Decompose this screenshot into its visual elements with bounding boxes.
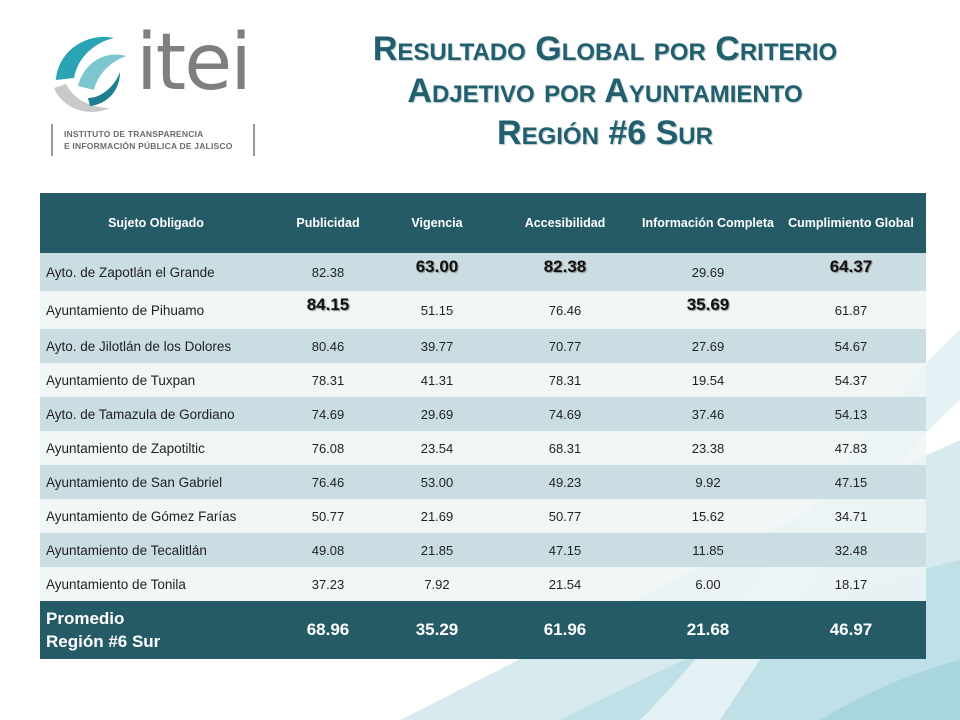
- table-row: Ayuntamiento de Tonila 37.23 7.92 21.54 …: [40, 567, 926, 601]
- cell-accesibilidad-highlight: 82.38: [490, 253, 640, 291]
- cell-accesibilidad: 78.31: [490, 363, 640, 397]
- table-row: Ayuntamiento de Pihuamo 84.15 51.15 76.4…: [40, 291, 926, 329]
- header-vigencia: Vigencia: [384, 193, 490, 253]
- logo-divider-left: [51, 124, 53, 156]
- title-line3: Región #6 Sur: [497, 114, 713, 152]
- cell-accesibilidad: 47.15: [490, 533, 640, 567]
- average-row: Promedio Región #6 Sur 68.96 35.29 61.96…: [40, 601, 926, 659]
- logo-subtitle: INSTITUTO DE TRANSPARENCIA E INFORMACIÓN…: [64, 128, 233, 152]
- cell-vigencia: 21.85: [384, 533, 490, 567]
- cell-informacion: 9.92: [640, 465, 776, 499]
- cell-vigencia: 51.15: [384, 291, 490, 329]
- cell-informacion: 29.69: [640, 253, 776, 291]
- cell-publicidad: 74.69: [272, 397, 384, 431]
- table-row: Ayuntamiento de Zapotiltic 76.08 23.54 6…: [40, 431, 926, 465]
- average-label: Promedio Región #6 Sur: [40, 601, 272, 659]
- cell-cumplimiento: 61.87: [776, 291, 926, 329]
- cell-name: Ayuntamiento de San Gabriel: [40, 465, 272, 499]
- average-label-line1: Promedio: [46, 609, 125, 628]
- cell-cumplimiento-highlight: 64.37: [776, 253, 926, 291]
- cell-cumplimiento: 32.48: [776, 533, 926, 567]
- table-row: Ayto. de Zapotlán el Grande 82.38 63.00 …: [40, 253, 926, 291]
- cell-informacion: 37.46: [640, 397, 776, 431]
- cell-informacion: 27.69: [640, 329, 776, 363]
- cell-accesibilidad: 50.77: [490, 499, 640, 533]
- title-line1: Resultado Global por Criterio: [372, 30, 838, 68]
- cell-publicidad: 76.46: [272, 465, 384, 499]
- cell-name: Ayto. de Jilotlán de los Dolores: [40, 329, 272, 363]
- cell-name: Ayuntamiento de Tecalitlán: [40, 533, 272, 567]
- table-row: Ayuntamiento de Gómez Farías 50.77 21.69…: [40, 499, 926, 533]
- cell-cumplimiento: 18.17: [776, 567, 926, 601]
- results-table: Sujeto Obligado Publicidad Vigencia Acce…: [40, 193, 926, 659]
- cell-publicidad: 37.23: [272, 567, 384, 601]
- cell-name: Ayto. de Zapotlán el Grande: [40, 253, 272, 291]
- cell-vigencia: 21.69: [384, 499, 490, 533]
- cell-vigencia-highlight: 63.00: [384, 253, 490, 291]
- cell-cumplimiento: 54.37: [776, 363, 926, 397]
- cell-publicidad: 78.31: [272, 363, 384, 397]
- cell-informacion: 15.62: [640, 499, 776, 533]
- cell-cumplimiento: 47.15: [776, 465, 926, 499]
- cell-cumplimiento: 54.13: [776, 397, 926, 431]
- cell-name: Ayuntamiento de Tuxpan: [40, 363, 272, 397]
- table-row: Ayto. de Jilotlán de los Dolores 80.46 3…: [40, 329, 926, 363]
- table-row: Ayuntamiento de San Gabriel 76.46 53.00 …: [40, 465, 926, 499]
- cell-name: Ayuntamiento de Zapotiltic: [40, 431, 272, 465]
- cell-vigencia: 23.54: [384, 431, 490, 465]
- cell-name: Ayuntamiento de Pihuamo: [40, 291, 272, 329]
- header-sujeto-obligado: Sujeto Obligado: [40, 193, 272, 253]
- cell-vigencia: 7.92: [384, 567, 490, 601]
- average-label-line2: Región #6 Sur: [46, 632, 161, 651]
- cell-informacion-highlight: 35.69: [640, 291, 776, 329]
- cell-name: Ayto. de Tamazula de Gordiano: [40, 397, 272, 431]
- table-header-row: Sujeto Obligado Publicidad Vigencia Acce…: [40, 193, 926, 253]
- logo-swirl-icon: [54, 36, 126, 112]
- average-cumplimiento: 46.97: [776, 601, 926, 659]
- cell-cumplimiento: 47.83: [776, 431, 926, 465]
- cell-accesibilidad: 68.31: [490, 431, 640, 465]
- average-vigencia: 35.29: [384, 601, 490, 659]
- cell-name: Ayuntamiento de Gómez Farías: [40, 499, 272, 533]
- cell-accesibilidad: 76.46: [490, 291, 640, 329]
- cell-publicidad: 49.08: [272, 533, 384, 567]
- cell-informacion: 11.85: [640, 533, 776, 567]
- title-line2: Adjetivo por Ayuntamiento: [407, 72, 803, 110]
- cell-vigencia: 29.69: [384, 397, 490, 431]
- table-row: Ayto. de Tamazula de Gordiano 74.69 29.6…: [40, 397, 926, 431]
- header-accesibilidad: Accesibilidad: [490, 193, 640, 253]
- cell-publicidad: 50.77: [272, 499, 384, 533]
- average-informacion: 21.68: [640, 601, 776, 659]
- logo-wordmark: itei: [136, 18, 252, 108]
- cell-publicidad-highlight: 84.15: [272, 291, 384, 329]
- cell-vigencia: 39.77: [384, 329, 490, 363]
- cell-informacion: 23.38: [640, 431, 776, 465]
- average-accesibilidad: 61.96: [490, 601, 640, 659]
- cell-accesibilidad: 49.23: [490, 465, 640, 499]
- cell-publicidad: 80.46: [272, 329, 384, 363]
- cell-informacion: 19.54: [640, 363, 776, 397]
- cell-vigencia: 41.31: [384, 363, 490, 397]
- cell-publicidad: 76.08: [272, 431, 384, 465]
- header-informacion-completa: Información Completa: [640, 193, 776, 253]
- header-cumplimiento-global: Cumplimiento Global: [776, 193, 926, 253]
- cell-publicidad: 82.38: [272, 253, 384, 291]
- page-title: Resultado Global por Criterio Adjetivo p…: [290, 28, 920, 154]
- table-row: Ayuntamiento de Tuxpan 78.31 41.31 78.31…: [40, 363, 926, 397]
- header-publicidad: Publicidad: [272, 193, 384, 253]
- cell-accesibilidad: 74.69: [490, 397, 640, 431]
- cell-cumplimiento: 34.71: [776, 499, 926, 533]
- cell-cumplimiento: 54.67: [776, 329, 926, 363]
- cell-informacion: 6.00: [640, 567, 776, 601]
- cell-vigencia: 53.00: [384, 465, 490, 499]
- average-publicidad: 68.96: [272, 601, 384, 659]
- itei-logo: itei INSTITUTO DE TRANSPARENCIA E INFORM…: [48, 18, 278, 166]
- cell-accesibilidad: 70.77: [490, 329, 640, 363]
- cell-name: Ayuntamiento de Tonila: [40, 567, 272, 601]
- logo-divider-right: [253, 124, 255, 156]
- table-row: Ayuntamiento de Tecalitlán 49.08 21.85 4…: [40, 533, 926, 567]
- cell-accesibilidad: 21.54: [490, 567, 640, 601]
- logo-subtitle-line1: INSTITUTO DE TRANSPARENCIA: [64, 129, 204, 139]
- logo-subtitle-line2: E INFORMACIÓN PÚBLICA DE JALISCO: [64, 141, 233, 151]
